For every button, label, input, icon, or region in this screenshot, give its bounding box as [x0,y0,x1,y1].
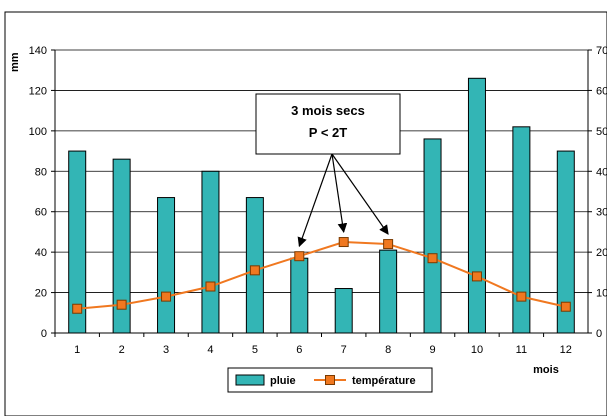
x-tick-label: 3 [163,344,169,356]
temperature-marker [471,271,482,282]
y2-tick-label: 40 [596,166,607,178]
x-tick-label: 10 [471,344,483,356]
x-tick-label: 6 [296,344,302,356]
bar-pluie [379,249,398,334]
y2-tick-label: 70 [596,45,607,57]
temperature-marker [560,301,571,312]
x-tick-label: 11 [516,344,527,356]
y-tick-label: 120 [29,85,47,97]
y-tick-label: 140 [29,45,47,57]
bar-pluie [157,197,176,334]
y-tick-label: 80 [35,166,47,178]
y-tick-label: 100 [29,126,47,138]
temperature-marker [116,299,127,310]
temperature-marker [205,281,216,292]
temperature-marker [427,253,438,264]
temperature-marker [383,239,394,250]
temperature-polyline [77,241,567,310]
y2-tick-label: 30 [596,207,607,219]
bar-pluie [290,257,309,334]
x-tick-label: 7 [341,344,347,356]
y2-tick-label: 10 [596,288,607,300]
y-tick-label: 40 [35,247,47,259]
annotation-arrow [297,153,333,248]
y-tick-label: 0 [41,328,47,340]
x-tick-label: 2 [119,344,125,356]
gridlines [55,49,588,293]
temperature-marker [294,251,305,262]
temperature-marker [516,291,527,302]
y2-tick-label: 0 [596,328,602,340]
y-axis-label: mm [9,52,21,72]
y-tick-label: 20 [35,288,47,300]
legend: pluie température [227,367,433,393]
bar-pluie [467,77,486,334]
bar-pluie [423,138,442,334]
legend-label-temperature: température [352,375,416,387]
temperature-marker [72,303,83,314]
temperature-line [72,237,571,314]
temperature-marker [161,291,172,302]
bar-pluie [201,170,220,334]
legend-swatch-pluie [235,374,265,386]
x-tick-label: 12 [560,344,572,356]
annotation-arrow [331,153,389,235]
y2-tick-label: 50 [596,126,607,138]
legend-marker-temperature [325,375,335,385]
x-tick-label: 9 [429,344,435,356]
temperature-marker [249,265,260,276]
y2-tick-label: 60 [596,85,607,97]
pluie-bars [68,77,575,334]
annotation-text: 3 mois secs [291,103,365,118]
legend-label-pluie: pluie [270,375,296,387]
y-tick-label: 60 [35,207,47,219]
x-tick-label: 1 [74,344,80,356]
bar-pluie [245,197,264,334]
x-tick-label: 5 [252,344,258,356]
x-tick-label: 4 [207,344,213,356]
annotation-arrow [331,153,348,233]
annotation-text: P < 2T [309,125,347,140]
y2-tick-label: 20 [596,247,607,259]
temperature-marker [338,237,349,248]
annotation-box [255,93,401,155]
bar-pluie [334,288,353,334]
x-axis-label: mois [533,364,559,376]
chart-border [4,11,607,416]
x-tick-label: 8 [385,344,391,356]
annotation: 3 mois secs P < 2T [255,93,401,248]
bar-pluie [512,126,531,334]
